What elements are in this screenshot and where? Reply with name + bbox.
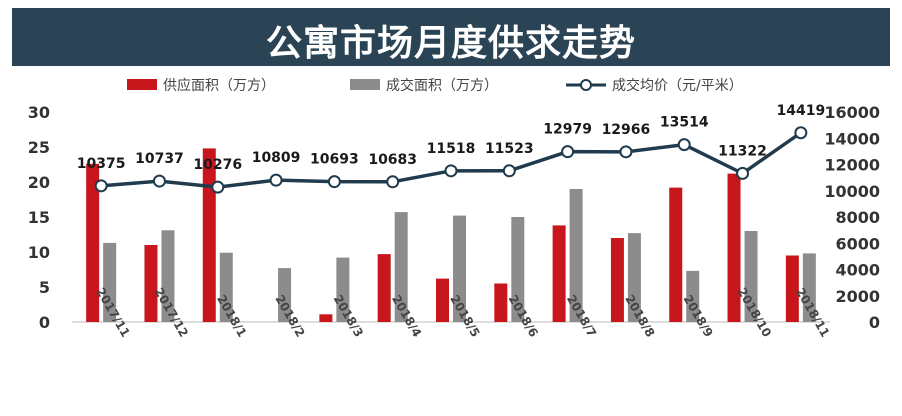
supply-bar <box>785 255 799 322</box>
transaction-bar <box>278 268 292 322</box>
price-point <box>677 138 691 152</box>
transaction-bar <box>744 231 758 322</box>
y-right-tick-label: 8000 <box>835 208 880 227</box>
y-left-tick-label: 25 <box>28 138 50 157</box>
transaction-bar <box>336 257 350 322</box>
legend: 供应面积（万方） 成交面积（万方） 成交均价（元/平米） <box>127 77 743 94</box>
price-point <box>794 126 808 140</box>
supply-bar <box>669 187 683 322</box>
price-data-label: 12966 <box>602 122 651 138</box>
price-line: 10375 10737 10276 10809 10693 10683 11518 11523… <box>77 103 825 194</box>
supply-bar <box>727 173 741 322</box>
y-right-tick-label: 16000 <box>824 103 880 122</box>
price-point <box>94 179 108 193</box>
price-data-label: 14419 <box>776 103 825 119</box>
y-right-tick-label: 6000 <box>835 234 880 253</box>
transaction-bar <box>511 217 525 322</box>
legend-label-transaction: 成交面积（万方） <box>386 77 498 94</box>
legend-label-price: 成交均价（元/平米） <box>612 77 743 94</box>
price-data-label: 10737 <box>135 151 184 167</box>
price-data-label: 11518 <box>427 141 476 157</box>
y-left-tick-label: 5 <box>39 278 50 297</box>
y-right-tick-label: 14000 <box>824 129 880 148</box>
transaction-bar <box>103 242 117 322</box>
transaction-bar <box>453 215 466 322</box>
legend-swatch-supply <box>127 79 157 90</box>
price-point <box>502 164 516 178</box>
y-right-tick-label: 4000 <box>835 261 880 280</box>
transaction-bar <box>802 253 816 322</box>
chart-title: 公寓市场月度供求走势 <box>265 23 636 64</box>
price-data-label: 10276 <box>193 157 242 173</box>
supply-bar <box>86 163 100 322</box>
y-right-tick-label: 12000 <box>824 156 880 175</box>
supply-bar <box>144 245 158 322</box>
bars <box>86 148 816 322</box>
price-point <box>386 175 400 189</box>
price-point <box>269 173 283 187</box>
y-left-tick-label: 0 <box>39 313 50 332</box>
y-right-tick-label: 0 <box>869 313 880 332</box>
transaction-bar <box>627 233 641 322</box>
y-left-tick-label: 10 <box>28 243 50 262</box>
supply-bar <box>377 254 391 322</box>
y-left-tick-label: 15 <box>28 208 50 227</box>
supply-bar <box>436 278 449 322</box>
y-left-tick-label: 20 <box>28 173 50 192</box>
price-data-label: 10693 <box>310 152 359 168</box>
price-point <box>561 145 575 159</box>
price-data-label: 10809 <box>252 150 301 166</box>
supply-bar <box>494 283 508 322</box>
price-point <box>444 164 458 178</box>
price-data-label: 13514 <box>660 115 709 131</box>
supply-bar <box>319 314 333 322</box>
legend-swatch-transaction <box>350 79 380 90</box>
y-right-tick-label: 2000 <box>835 287 880 306</box>
transaction-bar <box>569 189 583 322</box>
transaction-bar <box>161 230 175 322</box>
axes: 0510152025300200040006000800010000120001… <box>28 103 880 332</box>
y-right-tick-label: 10000 <box>824 182 880 201</box>
price-data-label: 10683 <box>368 152 417 168</box>
transaction-bar <box>219 252 233 322</box>
price-data-label: 11523 <box>485 141 534 157</box>
transaction-bar <box>394 212 408 322</box>
price-point <box>736 166 750 180</box>
price-point <box>619 145 633 159</box>
supply-bar <box>610 238 624 322</box>
price-point <box>327 175 341 189</box>
y-left-tick-label: 30 <box>28 103 50 122</box>
supply-bar <box>202 148 216 322</box>
price-data-label: 11322 <box>718 143 767 159</box>
price-point <box>152 174 166 188</box>
legend-label-supply: 供应面积（万方） <box>163 77 275 94</box>
legend-swatch-price-marker <box>580 79 592 91</box>
price-data-label: 10375 <box>77 156 126 172</box>
transaction-bar <box>686 270 700 322</box>
price-point <box>211 180 225 194</box>
title-banner: 公寓市场月度供求走势 <box>12 8 890 66</box>
price-data-label: 12979 <box>543 122 592 138</box>
supply-bar <box>552 225 566 322</box>
